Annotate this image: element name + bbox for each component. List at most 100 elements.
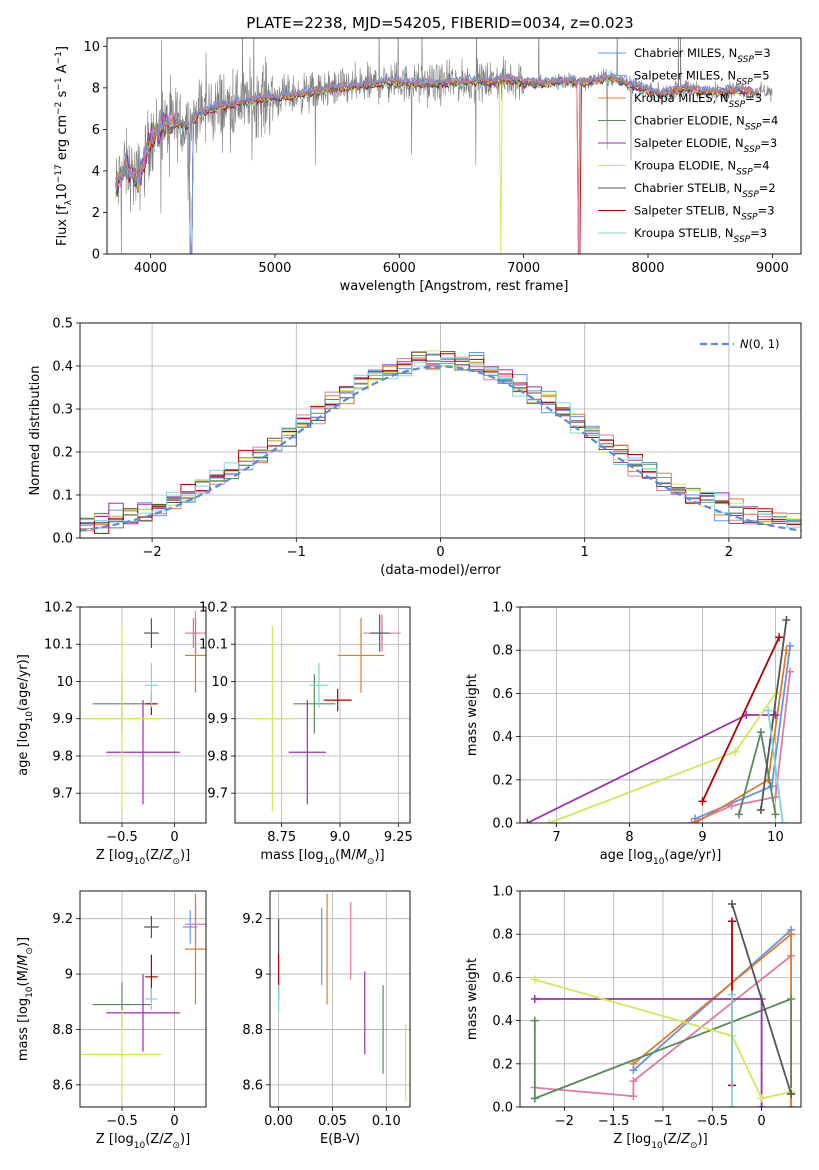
tick-label-y: 9.7 <box>207 787 228 802</box>
legend-label: N(0, 1) <box>740 337 780 351</box>
weight-marker-ce <box>734 810 743 819</box>
weight-marker-ke <box>731 747 740 756</box>
weight-marker-ss <box>727 917 736 926</box>
tick-label-x: −1 <box>653 1114 672 1129</box>
tick-label-x: 5000 <box>258 261 291 276</box>
weight-marker-se <box>530 995 539 1003</box>
tick-label-y: 10.1 <box>199 638 228 653</box>
tick-label-y: 0 <box>92 248 100 263</box>
weight-marker-ce <box>756 728 765 737</box>
tick-label-x: 7000 <box>507 261 540 276</box>
tick-label-x: 9.0 <box>330 830 351 845</box>
tick-label-y: 0.2 <box>492 773 513 788</box>
weight-marker-km <box>787 930 796 939</box>
tick-label-x: 0.05 <box>318 1114 347 1129</box>
weight-marker-ss <box>698 797 707 806</box>
chart-mass_ebv: 0.00 0.05 0.10 8.6 8.8 9 9.2 E(B-V) <box>242 890 411 1147</box>
axes-frame <box>79 322 802 539</box>
legend-label: Kroupa ELODIE, NSSP=4 <box>634 159 770 178</box>
tick-label-y: 2 <box>92 206 100 221</box>
tick-label-y: 0.0 <box>492 817 513 832</box>
tick-label-y: 0.8 <box>492 928 513 943</box>
tick-label-y: 9.9 <box>207 712 228 727</box>
tick-label-y: 9 <box>65 968 73 983</box>
tick-label-x: 0.10 <box>372 1114 401 1129</box>
tick-label-x: 1 <box>581 545 589 560</box>
x-axis-label: Z [log10(Z/Z⊙)] <box>96 1132 190 1151</box>
weight-marker-sm <box>687 819 696 823</box>
weight-marker-km <box>629 1059 638 1068</box>
legend-label: Chabrier MILES, NSSP=3 <box>634 46 771 65</box>
y-axis-label: Normed distribution <box>28 366 43 496</box>
tick-label-x: 0 <box>757 1114 765 1129</box>
tick-label-y: 9.8 <box>52 749 73 764</box>
tick-label-y: 0.0 <box>52 532 73 547</box>
tick-label-y: 8.8 <box>52 1023 73 1038</box>
chart-weight_Z: −2 −1.5 −1 −0.5 0 0.0 0.2 0.4 0.6 0.8 1.0 Z [log10(… <box>465 885 802 1151</box>
y-axis-label: Flux [fλ10−17 erg cm−2 s−1 A−1] <box>54 46 74 246</box>
axes-frame <box>106 37 802 255</box>
tick-label-y: 0.3 <box>52 403 73 418</box>
weight-line-sm <box>691 671 791 823</box>
axes-frame <box>79 890 207 1108</box>
chart-age_mass: 8.75 9.0 9.25 9.7 9.8 9.9 10 10.1 10.2 mass [log1… <box>199 601 413 868</box>
tick-label-x: −1 <box>287 545 306 560</box>
tick-label-y: 8 <box>92 81 100 96</box>
tick-label-y: 9.2 <box>52 912 73 927</box>
tick-label-y: 0.4 <box>492 730 513 745</box>
tick-label-x: 8 <box>625 830 633 845</box>
legend-label: Kroupa STELIB, NSSP=3 <box>634 226 767 245</box>
legend-label: Chabrier ELODIE, NSSP=4 <box>634 114 778 133</box>
tick-label-y: 9.8 <box>207 749 228 764</box>
legend-label: Salpeter STELIB, NSSP=3 <box>634 204 775 223</box>
tick-label-x: 7 <box>552 830 560 845</box>
weight-marker-km <box>691 819 700 823</box>
tick-label-x: 9 <box>698 830 706 845</box>
weight-line-ss <box>701 636 780 802</box>
weight-line-ks <box>767 710 784 823</box>
tick-label-y: 6 <box>92 123 100 138</box>
legend: Chabrier MILES, NSSP=3 Salpeter MILES, NS… <box>598 46 778 245</box>
y-axis-label: mass weight <box>465 958 480 1040</box>
weight-marker-ke <box>757 1094 766 1103</box>
weight-line-cs <box>760 619 788 811</box>
plot-area-spectrum <box>115 38 773 254</box>
tick-label-x: 10 <box>767 830 784 845</box>
plot-area-residuals <box>80 350 801 534</box>
x-axis-label: age [log10(age/yr)] <box>600 848 722 867</box>
axes-frame <box>79 606 207 824</box>
weight-marker-se <box>757 1103 766 1107</box>
tick-label-y: 8.6 <box>242 1078 263 1093</box>
tick-label-x: 9000 <box>756 261 789 276</box>
tick-label-y: 1.0 <box>492 885 513 900</box>
tick-label-y: 0.1 <box>52 489 73 504</box>
legend-label: Kroupa MILES, NSSP=3 <box>634 91 762 110</box>
tick-label-y: 0.5 <box>52 317 73 332</box>
tick-label-x: 4000 <box>134 261 167 276</box>
tick-label-x: 8000 <box>631 261 664 276</box>
tick-label-x: −0.5 <box>106 830 138 845</box>
tick-label-x: 6000 <box>383 261 416 276</box>
weight-marker-cs <box>756 806 765 815</box>
weight-line-cs <box>731 903 792 1095</box>
legend-label: Salpeter MILES, NSSP=5 <box>634 69 770 88</box>
plot-area-weight_Z <box>530 899 796 1107</box>
weight-marker-ss <box>775 633 784 642</box>
weight-marker-sm <box>786 667 795 676</box>
weight-marker-cs <box>787 1090 796 1099</box>
tick-label-x: 2 <box>725 545 733 560</box>
tick-label-x: −2 <box>555 1114 574 1129</box>
weight-line-se <box>526 714 776 823</box>
weight-marker-cm <box>786 641 795 650</box>
weight-marker-sm <box>629 1077 638 1086</box>
chart-residuals: −2 −1 0 1 2 0.0 0.1 0.2 0.3 0.4 0.5 (data-model)/er… <box>28 317 802 578</box>
tick-label-y: 10.1 <box>44 638 73 653</box>
x-axis-label: Z [log10(Z/Z⊙)] <box>613 1132 707 1151</box>
tick-label-x: 0 <box>436 545 444 560</box>
y-axis-label: age [log10(age/yr)] <box>16 654 35 776</box>
tick-label-y: 0.2 <box>492 1057 513 1072</box>
model-cm <box>115 71 754 254</box>
plot-area-weight_age <box>523 615 795 823</box>
x-axis-label: (data-model)/error <box>380 563 501 578</box>
tick-label-y: 9.2 <box>242 912 263 927</box>
